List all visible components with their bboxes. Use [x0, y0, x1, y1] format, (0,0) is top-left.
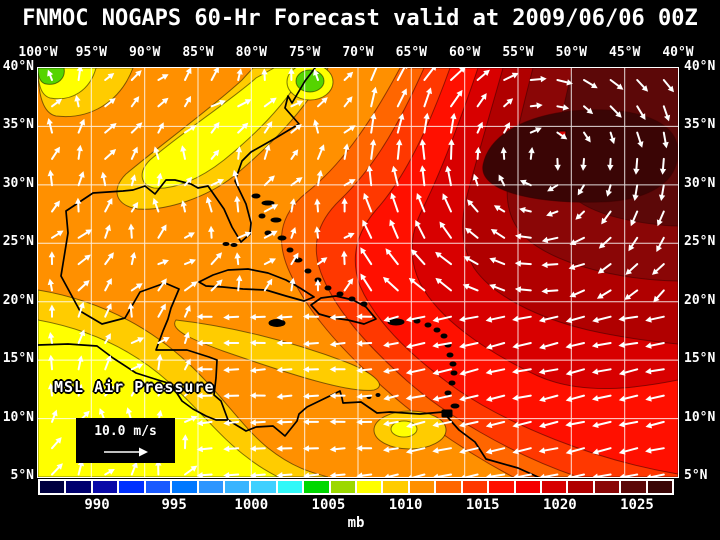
colorbar-cell: [487, 479, 516, 495]
lon-tick-label: 95°W: [75, 45, 107, 60]
lon-tick-label: 50°W: [555, 45, 587, 60]
lon-tick-label: 80°W: [235, 45, 267, 60]
field-name-label: MSL Air Pressure: [54, 378, 215, 396]
colorbar-tick-value: 1015: [465, 497, 500, 513]
colorbar-cell: [170, 479, 199, 495]
lon-tick-label: 55°W: [502, 45, 534, 60]
lon-tick-label: 40°W: [662, 45, 694, 60]
colorbar-unit-label: mb: [347, 515, 365, 531]
colorbar-cell: [196, 479, 225, 495]
pressure-map-svg: [38, 68, 678, 477]
colorbar-cell: [407, 479, 437, 495]
lat-tick-label: 35°N: [2, 117, 34, 133]
colorbar-cell: [90, 479, 120, 495]
colorbar-cell: [64, 479, 93, 495]
lon-tick-label: 90°W: [129, 45, 161, 60]
colorbar-cell: [592, 479, 622, 495]
lat-tick-label: 10°N: [684, 409, 716, 425]
colorbar-cell: [434, 479, 463, 495]
colorbar-tick-value: 1020: [542, 497, 577, 513]
colorbar-cell: [645, 479, 675, 495]
colorbar-cell: [275, 479, 305, 495]
colorbar-cell: [513, 479, 543, 495]
lat-tick-label: 10°N: [2, 409, 34, 425]
lat-tick-label: 5°N: [10, 468, 34, 483]
map-canvas: [37, 67, 679, 478]
islands: [222, 193, 460, 418]
lon-tick-label: 65°W: [395, 45, 427, 60]
colorbar-cell: [222, 479, 252, 495]
colorbar-tick-labels: 990 995 1000 1005 1010 1015 1020 1025: [38, 497, 674, 513]
lon-tick-label: 85°W: [182, 45, 214, 60]
colorbar-cell: [38, 479, 67, 495]
colorbar-cell: [619, 479, 648, 495]
colorbar-cell: [355, 479, 384, 495]
colorbar-tick-value: 995: [161, 497, 187, 513]
lat-tick-label: 30°N: [2, 175, 34, 191]
lat-tick-label: 25°N: [2, 234, 34, 250]
lat-tick-label: 30°N: [684, 175, 716, 191]
lat-tick-label: 35°N: [684, 117, 716, 133]
lon-tick-label: 60°W: [449, 45, 481, 60]
lat-tick-label: 5°N: [684, 468, 708, 483]
colorbar-tick-value: 990: [84, 497, 110, 513]
colorbar-cell: [566, 479, 595, 495]
colorbar-cell: [328, 479, 358, 495]
wind-arrows: [46, 68, 674, 477]
colorbar-cell: [460, 479, 490, 495]
coastlines: [38, 68, 539, 477]
colorbar-cell: [381, 479, 410, 495]
colorbar-cell: [143, 479, 173, 495]
colorbar-cell: [117, 479, 146, 495]
lat-tick-label: 15°N: [2, 351, 34, 367]
colorbar-cell: [302, 479, 331, 495]
lon-tick-label: 70°W: [342, 45, 374, 60]
lon-tick-label: 75°W: [289, 45, 321, 60]
colorbar-cell: [540, 479, 569, 495]
lon-tick-label: 100°W: [18, 45, 58, 60]
colorbar-tick-value: 1010: [388, 497, 423, 513]
reference-arrow-icon: [104, 447, 148, 457]
lat-tick-label: 20°N: [684, 292, 716, 308]
wind-speed-value: 10.0 m/s: [94, 424, 157, 439]
wind-speed-legend: 10.0 m/s: [76, 418, 175, 463]
colorbar: [38, 479, 675, 495]
lat-tick-label: 20°N: [2, 292, 34, 308]
lon-tick-label: 45°W: [609, 45, 641, 60]
colorbar-tick-value: 1005: [311, 497, 346, 513]
lat-tick-label: 40°N: [684, 59, 716, 74]
page-title: FNMOC NOGAPS 60-Hr Forecast valid at 200…: [22, 6, 698, 31]
lat-tick-label: 40°N: [2, 59, 34, 74]
colorbar-tick-value: 1000: [234, 497, 269, 513]
longitude-axis: 100°W 95°W 90°W 85°W 80°W 75°W 70°W 65°W 60°W 55°…: [0, 45, 720, 61]
colorbar-tick-value: 1025: [620, 497, 654, 513]
colorbar-cell: [249, 479, 278, 495]
lat-tick-label: 15°N: [684, 351, 716, 367]
lat-tick-label: 25°N: [684, 234, 716, 250]
